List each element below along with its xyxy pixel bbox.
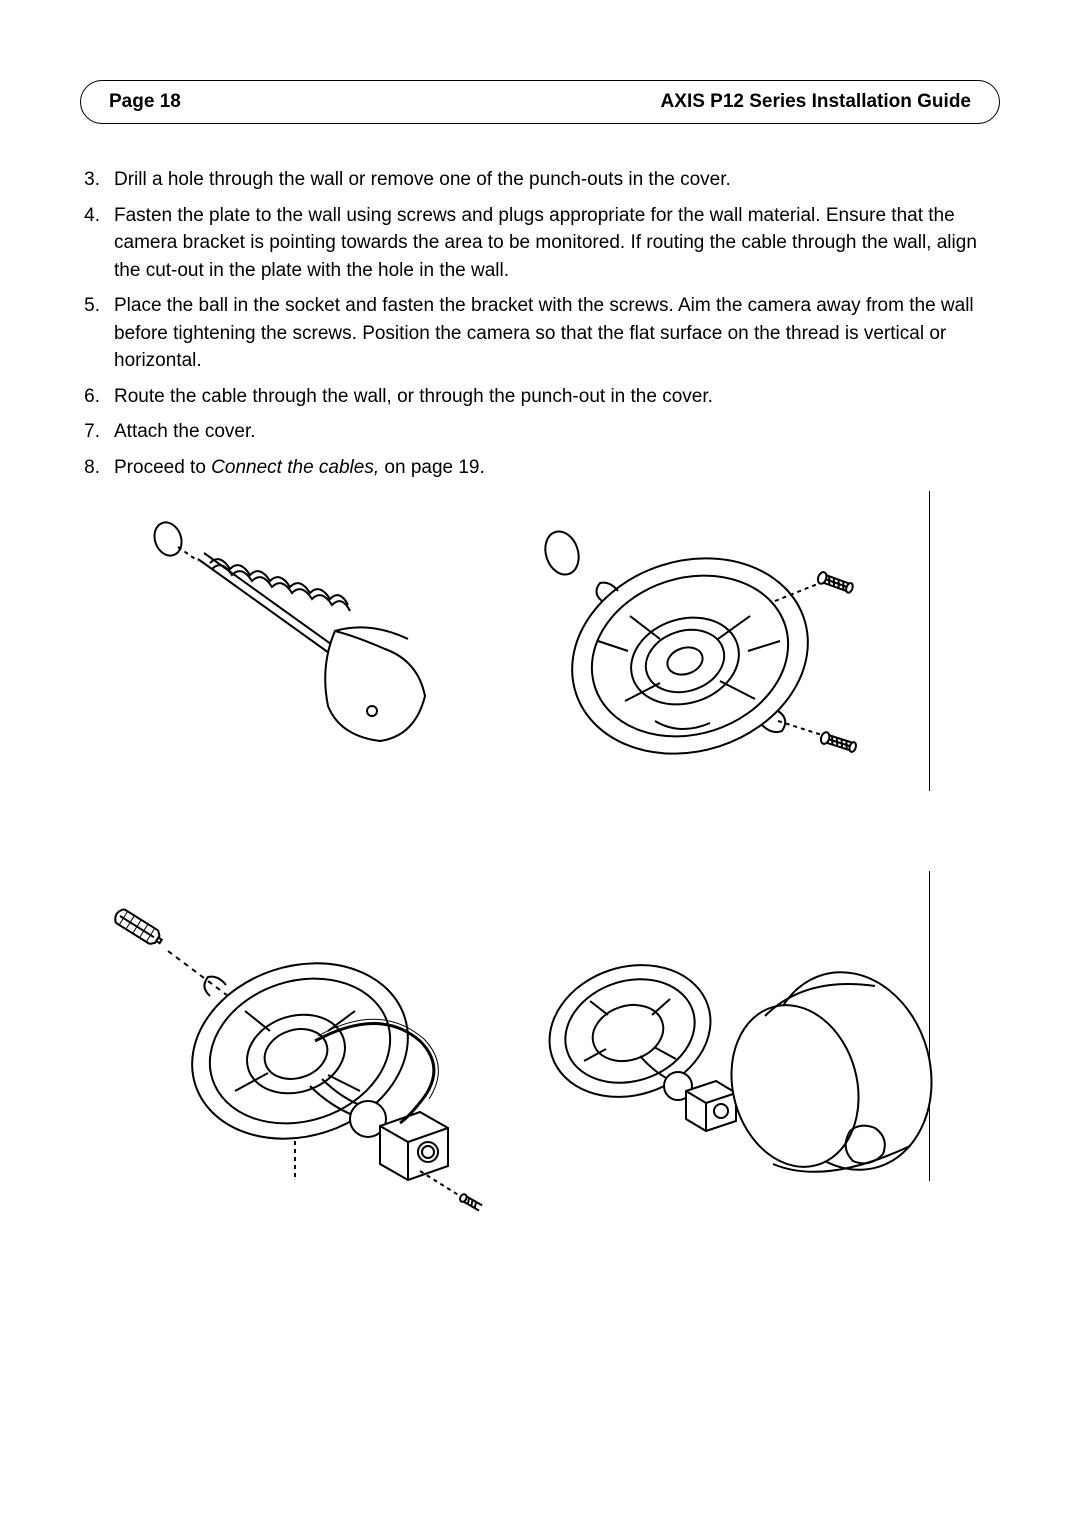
instruction-number: 7. bbox=[80, 418, 114, 446]
instruction-number: 5. bbox=[80, 292, 114, 375]
instruction-item: 4. Fasten the plate to the wall using sc… bbox=[80, 202, 990, 285]
instruction-prefix: Proceed to bbox=[114, 457, 211, 478]
instruction-item: 7. Attach the cover. bbox=[80, 418, 990, 446]
figure-mount-plate bbox=[510, 511, 870, 791]
instruction-number: 4. bbox=[80, 202, 114, 285]
bracket-cable-illustration-icon bbox=[100, 891, 540, 1231]
instruction-text: Route the cable through the wall, or thr… bbox=[114, 383, 990, 411]
instruction-number: 3. bbox=[80, 166, 114, 194]
figure-drill-wall bbox=[140, 511, 440, 771]
instruction-item: 3. Drill a hole through the wall or remo… bbox=[80, 166, 990, 194]
instruction-text: Attach the cover. bbox=[114, 418, 990, 446]
page-number: Page 18 bbox=[109, 91, 181, 113]
drill-illustration-icon bbox=[140, 511, 440, 771]
boundary-line bbox=[929, 491, 930, 791]
figure-bracket-cable bbox=[100, 891, 540, 1231]
instruction-text: Fasten the plate to the wall using screw… bbox=[114, 202, 990, 285]
instruction-item: 6. Route the cable through the wall, or … bbox=[80, 383, 990, 411]
cover-illustration-icon bbox=[520, 901, 940, 1201]
instruction-link-text: Connect the cables, bbox=[211, 457, 379, 478]
instruction-item: 8. Proceed to Connect the cables, on pag… bbox=[80, 454, 990, 482]
instruction-text: Drill a hole through the wall or remove … bbox=[114, 166, 990, 194]
instruction-number: 6. bbox=[80, 383, 114, 411]
page-header: Page 18 AXIS P12 Series Installation Gui… bbox=[80, 80, 1000, 124]
instruction-text: Proceed to Connect the cables, on page 1… bbox=[114, 454, 990, 482]
document-title: AXIS P12 Series Installation Guide bbox=[661, 91, 971, 113]
mount-plate-illustration-icon bbox=[510, 511, 870, 791]
instruction-item: 5. Place the ball in the socket and fast… bbox=[80, 292, 990, 375]
instruction-list: 3. Drill a hole through the wall or remo… bbox=[80, 166, 1000, 481]
instruction-text: Place the ball in the socket and fasten … bbox=[114, 292, 990, 375]
figures-area bbox=[80, 501, 1000, 1351]
instruction-number: 8. bbox=[80, 454, 114, 482]
figure-attach-cover bbox=[520, 901, 940, 1201]
instruction-suffix: on page 19. bbox=[379, 457, 485, 478]
